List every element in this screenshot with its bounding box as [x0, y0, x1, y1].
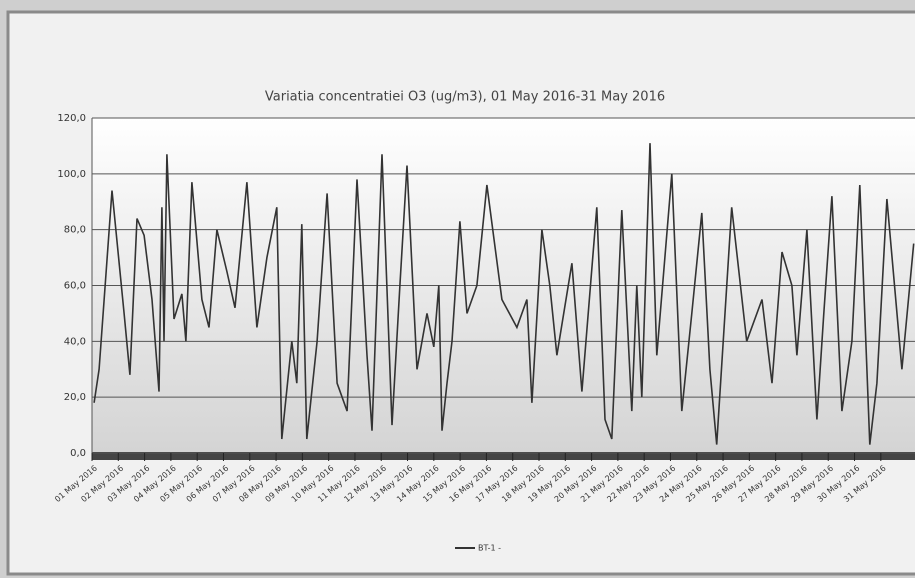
legend-label: BT-1 - — [478, 544, 501, 553]
y-tick-label: 20,0 — [64, 392, 86, 403]
y-tick-label: 40,0 — [64, 336, 86, 347]
y-tick-label: 80,0 — [64, 225, 86, 236]
tick-band — [92, 452, 915, 460]
y-tick-label: 0,0 — [70, 448, 86, 459]
y-tick-label: 60,0 — [64, 281, 86, 292]
y-tick-label: 120,0 — [57, 113, 86, 124]
chart-title: Variatia concentratiei O3 (ug/m3), 01 Ma… — [265, 90, 665, 105]
data-line — [93, 143, 915, 445]
y-tick-label: 100,0 — [57, 169, 86, 180]
